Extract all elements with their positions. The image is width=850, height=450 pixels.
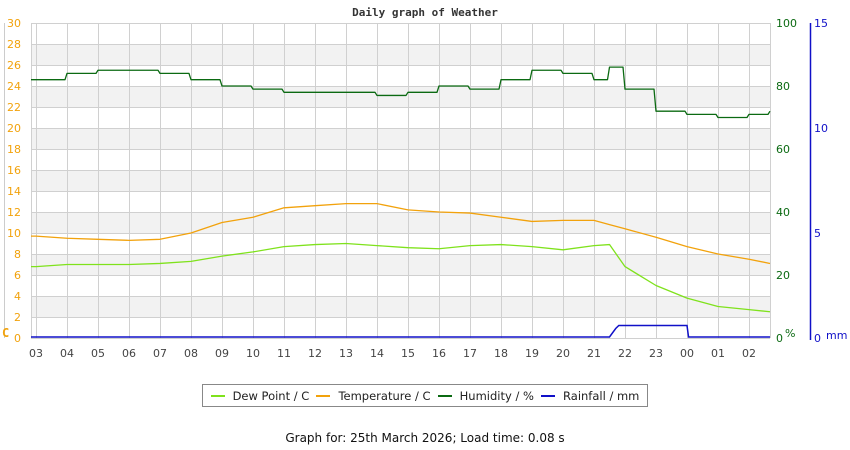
svg-text:11: 11: [277, 347, 291, 360]
legend-label: Humidity / %: [459, 388, 534, 403]
svg-text:07: 07: [153, 347, 167, 360]
rainfall-swatch-icon: [541, 394, 556, 397]
humidity-swatch-icon: [437, 394, 452, 397]
svg-text:%: %: [785, 327, 795, 340]
data-series: [31, 66, 771, 338]
svg-text:12: 12: [7, 206, 21, 219]
humidity-line: [31, 66, 771, 119]
svg-text:80: 80: [776, 80, 790, 93]
svg-text:4: 4: [14, 290, 21, 303]
svg-text:00: 00: [680, 347, 694, 360]
legend-item-humidity: Humidity / %: [437, 388, 534, 403]
svg-text:0: 0: [814, 332, 821, 345]
svg-text:6: 6: [14, 269, 21, 282]
svg-text:28: 28: [7, 38, 21, 51]
footer-status: Graph for: 25th March 2026; Load time: 0…: [285, 431, 565, 445]
svg-text:10: 10: [814, 122, 828, 135]
x-axis-ticks: 03 04 05 06 07 08 09 10 11 12 13 14 15 16 17 18 19 20 21 22…: [29, 347, 756, 360]
svg-text:22: 22: [7, 101, 21, 114]
temperature-swatch-icon: [316, 394, 331, 397]
svg-text:8: 8: [14, 248, 21, 261]
svg-text:60: 60: [776, 143, 790, 156]
svg-text:03: 03: [29, 347, 43, 360]
svg-text:2: 2: [14, 311, 21, 324]
svg-text:24: 24: [7, 80, 21, 93]
svg-text:20: 20: [7, 122, 21, 135]
legend-item-dew-point: Dew Point / C: [210, 388, 310, 403]
legend-item-temperature: Temperature / C: [316, 388, 431, 403]
temperature-line: [31, 202, 771, 265]
svg-text:20: 20: [776, 269, 790, 282]
svg-text:13: 13: [339, 347, 353, 360]
dew-point-line: [31, 242, 771, 313]
dew-point-swatch-icon: [210, 394, 225, 397]
svg-text:01: 01: [711, 347, 725, 360]
svg-text:mm: mm: [826, 329, 847, 342]
svg-text:15: 15: [401, 347, 415, 360]
svg-text:10: 10: [7, 227, 21, 240]
svg-text:100: 100: [776, 17, 797, 30]
svg-text:10: 10: [246, 347, 260, 360]
svg-text:21: 21: [587, 347, 601, 360]
svg-text:26: 26: [7, 59, 21, 72]
grid-bands: [31, 44, 770, 317]
svg-text:18: 18: [494, 347, 508, 360]
svg-text:17: 17: [463, 347, 477, 360]
legend-label: Dew Point / C: [232, 388, 310, 403]
legend-item-rainfall: Rainfall / mm: [541, 389, 639, 403]
legend-label: Temperature / C: [338, 388, 431, 403]
svg-text:16: 16: [7, 164, 21, 177]
svg-text:09: 09: [215, 347, 229, 360]
svg-text:40: 40: [776, 206, 790, 219]
svg-text:16: 16: [432, 347, 446, 360]
svg-text:08: 08: [184, 347, 198, 360]
svg-text:18: 18: [7, 143, 21, 156]
svg-text:14: 14: [370, 347, 384, 360]
svg-text:22: 22: [618, 347, 632, 360]
svg-text:14: 14: [7, 185, 21, 198]
svg-text:04: 04: [60, 347, 74, 360]
legend: Dew Point / C Temperature / C Humidity /…: [202, 384, 648, 407]
svg-text:23: 23: [649, 347, 663, 360]
svg-text:5: 5: [814, 227, 821, 240]
svg-text:0: 0: [14, 332, 21, 345]
svg-text:05: 05: [91, 347, 105, 360]
svg-text:06: 06: [122, 347, 136, 360]
legend-label: Rainfall / mm: [563, 388, 640, 403]
svg-text:15: 15: [814, 17, 828, 30]
svg-text:02: 02: [742, 347, 756, 360]
svg-text:30: 30: [7, 17, 21, 30]
rainfall-line: [31, 324, 770, 338]
svg-text:C: C: [2, 326, 9, 340]
svg-text:20: 20: [556, 347, 570, 360]
grid-lines: [31, 23, 771, 339]
chart-title: Daily graph of Weather: [352, 6, 498, 19]
svg-text:0: 0: [776, 332, 783, 345]
svg-text:19: 19: [525, 347, 539, 360]
svg-text:12: 12: [308, 347, 322, 360]
